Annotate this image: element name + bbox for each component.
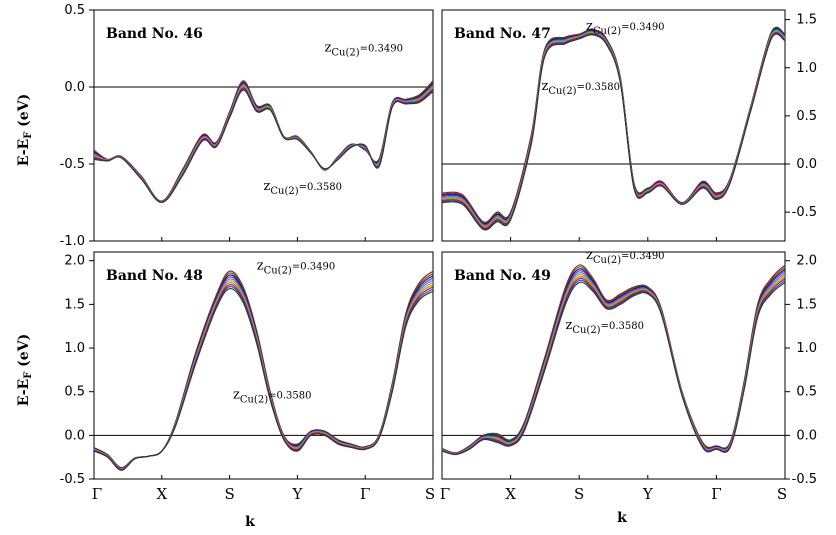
x-tick-label: S: [425, 485, 435, 503]
x-tick-label: Y: [291, 485, 303, 503]
band-curves: [442, 26, 785, 231]
x-tick-label: Γ: [360, 485, 370, 503]
y-tick-label: 1.5: [796, 297, 817, 312]
x-axis-title-right: k: [617, 510, 627, 526]
x-tick-label: X: [156, 485, 167, 503]
z-parameter-annotation: zCu(2)=0.3490: [586, 19, 665, 37]
y-tick-label: 0.0: [796, 157, 817, 172]
panel-title: Band No. 48: [106, 268, 203, 284]
panels: -1.0 -0.5 0.0 0.5 Band No. 46 zCu(2)=0.3490 zC…: [60, 3, 817, 503]
band-curve: [94, 89, 433, 204]
band-curve: [442, 30, 785, 228]
band-curve: [94, 282, 433, 470]
y-tick-label: 0.5: [796, 109, 817, 124]
z-parameter-annotation: zCu(2)=0.3490: [586, 248, 665, 266]
y-tick-label: 0.0: [64, 80, 85, 95]
y-tick-label: -0.5: [792, 472, 817, 487]
y-tick-label: -0.5: [60, 472, 85, 487]
z-parameter-annotation: zCu(2)=0.3580: [233, 388, 311, 406]
band-curve: [442, 29, 785, 227]
x-axis-title-left: k: [245, 514, 255, 530]
panel-band-47: -0.5 0.0 0.5 1.0 1.5 Band No. 47 zCu(2)=0.3490…: [441, 9, 817, 242]
band-curve: [94, 286, 433, 471]
plot-frame: [441, 9, 786, 242]
panel-band-46: -1.0 -0.5 0.0 0.5 Band No. 46 zCu(2)=0.3490 zC…: [60, 3, 434, 249]
band-curve: [442, 264, 785, 454]
x-tick-label: Γ: [440, 485, 450, 503]
band-curves: [94, 270, 433, 471]
band-curve: [442, 268, 785, 454]
y-tick-label: 1.5: [64, 297, 85, 312]
band-curve: [442, 266, 785, 454]
y-axis-title-text: E-EF (eV): [16, 94, 34, 166]
y-tick-label: 0.0: [796, 428, 817, 443]
y-tick-label: 0.5: [64, 385, 85, 400]
band-curve: [442, 32, 785, 230]
band-curve: [442, 33, 785, 231]
x-tick-label: S: [777, 485, 787, 503]
y-tick-label: 1.0: [796, 341, 817, 356]
y-tick-label: 2.0: [64, 254, 85, 269]
y-tick-label: 1.0: [796, 61, 817, 76]
band-curves: [94, 80, 433, 204]
band-curve: [442, 31, 785, 228]
x-tick-label: X: [505, 485, 516, 503]
z-parameter-annotation: zCu(2)=0.3490: [257, 258, 336, 276]
y-axis-title-bottom-left: E-EF (eV): [16, 334, 34, 406]
band-curve: [442, 281, 785, 456]
y-tick-label: 1.0: [64, 341, 85, 356]
x-tick-label: Γ: [711, 485, 721, 503]
y-tick-label: 2.0: [796, 254, 817, 269]
x-tick-label: S: [574, 485, 584, 503]
plot-frame: [93, 251, 434, 480]
x-tick-label: Γ: [92, 485, 102, 503]
y-axis-title-top-left: E-EF (eV): [16, 94, 34, 166]
panel-band-48: -0.5 0.0 0.5 1.0 1.5 2.0 Γ X S Y Γ S Band No. 48 zCu(…: [60, 251, 435, 503]
y-tick-label: -0.5: [60, 157, 85, 172]
y-tick-label: 1.5: [796, 13, 817, 28]
y-tick-label: 0.5: [64, 3, 85, 18]
z-parameter-annotation: zCu(2)=0.3580: [264, 179, 343, 197]
z-parameter-annotation: zCu(2)=0.3580: [565, 318, 644, 336]
z-parameter-annotation: zCu(2)=0.3490: [325, 41, 404, 59]
band-curve: [94, 284, 433, 471]
x-tick-label: Y: [642, 485, 654, 503]
band-curves: [442, 264, 785, 456]
x-tick-label: S: [224, 485, 234, 503]
panel-title: Band No. 46: [106, 26, 203, 42]
y-tick-label: -0.5: [792, 205, 817, 220]
panel-band-49: -0.5 0.0 0.5 1.0 1.5 2.0 Γ X S Y Γ S Band No. 49 zCu(…: [440, 248, 817, 503]
plot-frame: [441, 251, 786, 480]
z-parameter-annotation: zCu(2)=0.3580: [541, 79, 620, 97]
plot-frame: [93, 9, 434, 242]
y-tick-label: 0.0: [64, 428, 85, 443]
y-tick-label: -1.0: [60, 234, 85, 249]
y-axis-title-text: E-EF (eV): [16, 334, 34, 406]
band-curve: [94, 280, 433, 470]
band-curve: [94, 288, 433, 471]
band-curve: [442, 32, 785, 229]
y-tick-label: 0.5: [796, 385, 817, 400]
panel-title: Band No. 49: [454, 268, 551, 284]
panel-title: Band No. 47: [454, 26, 551, 42]
